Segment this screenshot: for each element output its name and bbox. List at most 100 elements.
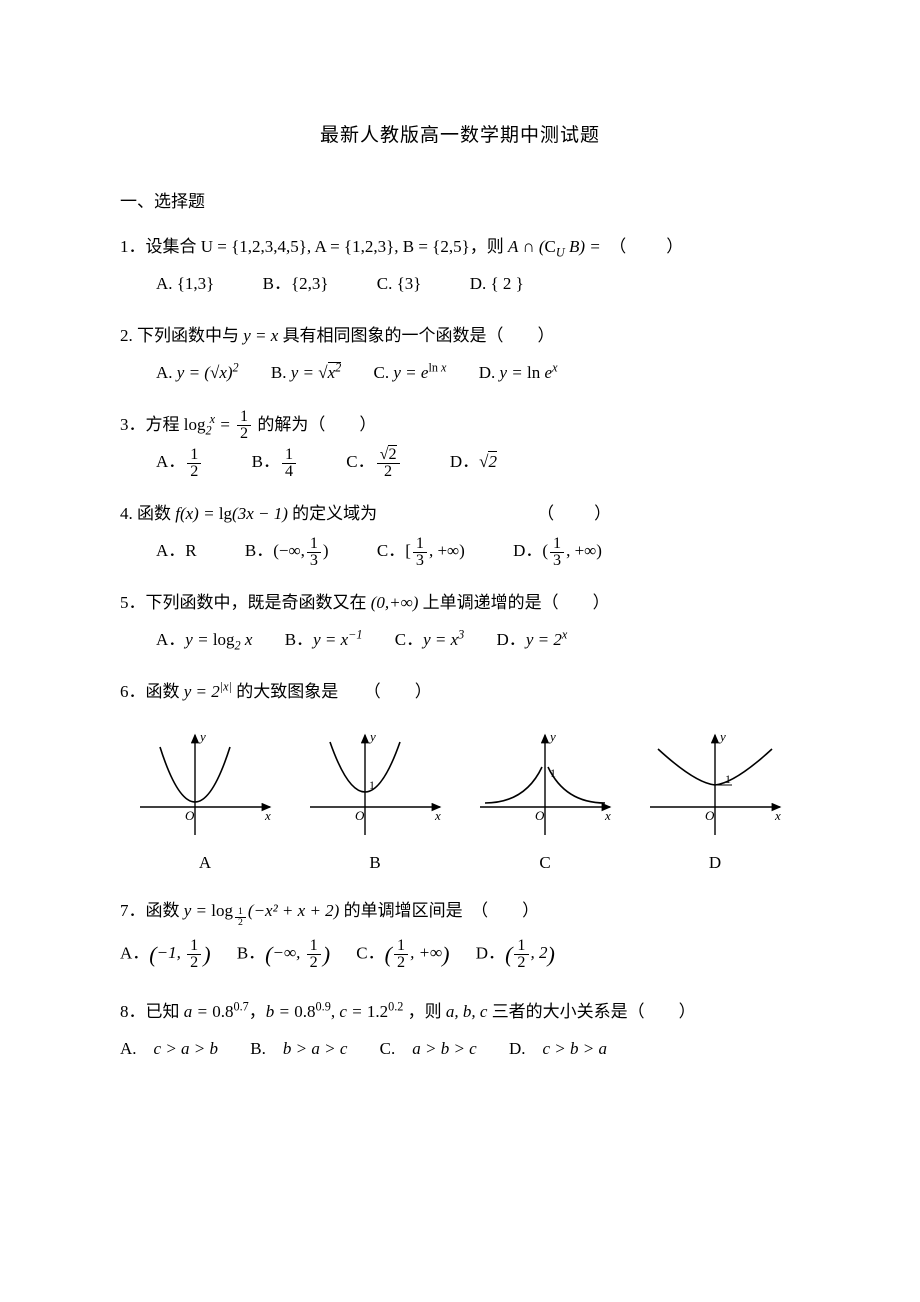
graph-d-icon: y x O 1 bbox=[640, 727, 790, 842]
q7-c-num: 1 bbox=[394, 938, 408, 955]
q7-b-pre: B． bbox=[237, 943, 265, 962]
q4-b-num: 1 bbox=[307, 536, 321, 553]
q6-stem-post: 的大致图象是 （ ） bbox=[232, 682, 432, 701]
q4-opt-a: A．R bbox=[156, 531, 197, 572]
q7-log: log bbox=[211, 901, 233, 920]
q1-stem-post: ，则 bbox=[470, 237, 508, 256]
q1-options: A. {1,3} B．{2,3} C. {3} D. { 2 } bbox=[120, 264, 800, 305]
q1-sets: U = {1,2,3,4,5}, A = {1,2,3}, B = {2,5} bbox=[201, 237, 470, 256]
q7-c-pre: C． bbox=[356, 943, 384, 962]
q3-c-den: 2 bbox=[377, 464, 400, 480]
q5-options: A．y = log2 x B．y = x−1 C．y = x3 D．y = 2x bbox=[120, 620, 800, 661]
svg-text:O: O bbox=[705, 808, 715, 823]
q4-d-den: 3 bbox=[550, 553, 564, 569]
svg-text:1: 1 bbox=[725, 772, 731, 786]
q7-stem-pre: 7．函数 bbox=[120, 901, 184, 920]
q7-a-num: 1 bbox=[187, 938, 201, 955]
q4-b-hi: ) bbox=[323, 541, 329, 560]
q3-a-den: 2 bbox=[187, 464, 201, 480]
q8-pre: 8．已知 bbox=[120, 1002, 184, 1021]
q6-label-c: C bbox=[470, 846, 620, 880]
q5-opt-a: A．y = log2 x bbox=[156, 620, 252, 661]
q7-d-den: 2 bbox=[514, 955, 528, 971]
q7-a-lo: −1 bbox=[157, 943, 177, 962]
q7-b-num: 1 bbox=[307, 938, 321, 955]
q3-log: log bbox=[184, 415, 206, 434]
svg-text:y: y bbox=[198, 729, 206, 744]
q3-options: A．12 B．14 C．√22 D．√2 bbox=[120, 442, 800, 483]
q5-opt-d: D．y = 2x bbox=[497, 620, 568, 661]
q3-eq: log2x = 12 bbox=[184, 415, 253, 434]
q6-figures: y x O A y x O 1 B bbox=[130, 727, 790, 880]
q5-b-pre: B． bbox=[285, 630, 313, 649]
q2-opt-a: A. y = (√x)2 bbox=[156, 353, 239, 394]
q4-d-num: 1 bbox=[550, 536, 564, 553]
q8-opt-b: B. b > a > c bbox=[250, 1029, 347, 1070]
question-3: 3．方程 log2x = 12 的解为（ ） A．12 B．14 C．√22 D… bbox=[120, 408, 800, 484]
q6-func: y = 2|x| bbox=[184, 682, 232, 701]
q3-opt-c: C．√22 bbox=[346, 442, 401, 483]
q3-b-pre: B． bbox=[252, 452, 280, 471]
q3-d-pre: D． bbox=[450, 452, 479, 471]
q3-logarg: x bbox=[210, 412, 215, 426]
svg-text:y: y bbox=[368, 729, 376, 744]
svg-text:x: x bbox=[774, 808, 781, 823]
q7-d-hi: 2 bbox=[539, 943, 548, 962]
q2-opt-d: D. y = ln ex bbox=[479, 353, 558, 394]
q4-options: A．R B．(−∞,13) C．[13, +∞) D．(13, +∞) bbox=[120, 531, 800, 572]
svg-text:x: x bbox=[604, 808, 611, 823]
q2-stem: 2. 下列函数中与 y = x 具有相同图象的一个函数是（ ） bbox=[120, 326, 555, 345]
q5-opt-c: C．y = x3 bbox=[395, 620, 465, 661]
q8-b-exp: 0.9 bbox=[316, 999, 331, 1013]
q3-a-pre: A． bbox=[156, 452, 185, 471]
q2-b-pre: B. bbox=[271, 363, 291, 382]
q1-expr: A ∩ (CU B) = bbox=[508, 237, 601, 256]
graph-c-icon: y x O 1 bbox=[470, 727, 620, 842]
svg-text:O: O bbox=[535, 808, 545, 823]
q4-opt-b: B．(−∞,13) bbox=[245, 531, 329, 572]
q7-d-num: 1 bbox=[514, 938, 528, 955]
q1-paren: （ ） bbox=[618, 237, 686, 256]
q4-b-lo: (−∞, bbox=[273, 541, 305, 560]
q3-c-pre: C． bbox=[346, 452, 374, 471]
q5-c-pre: C． bbox=[395, 630, 423, 649]
q5-opt-b: B．y = x−1 bbox=[285, 620, 363, 661]
q4-opt-d: D．(13, +∞) bbox=[513, 531, 602, 572]
q8-opt-a: A. c > a > b bbox=[120, 1029, 218, 1070]
question-8: 8．已知 a = 0.80.7，b = 0.80.9, c = 1.20.2 ，… bbox=[120, 995, 800, 1070]
graph-b-icon: y x O 1 bbox=[300, 727, 450, 842]
q1-opt-a: A. {1,3} bbox=[156, 264, 214, 305]
q6-fig-a: y x O A bbox=[130, 727, 280, 880]
svg-text:1: 1 bbox=[369, 778, 375, 792]
q7-arg: (−x² + x + 2) bbox=[248, 901, 339, 920]
q1-opt-b: B．{2,3} bbox=[263, 264, 329, 305]
q6-fig-b: y x O 1 B bbox=[300, 727, 450, 880]
q2-opt-b: B. y = √x2 bbox=[271, 353, 341, 394]
question-2: 2. 下列函数中与 y = x 具有相同图象的一个函数是（ ） A. y = (… bbox=[120, 319, 800, 394]
q1-opt-c: C. {3} bbox=[377, 264, 422, 305]
q7-base-den: 2 bbox=[235, 918, 246, 928]
q8-post: ，则 a, b, c 三者的大小关系是（ ） bbox=[403, 1002, 695, 1021]
q4-paren: （ ） bbox=[537, 504, 613, 523]
page-title: 最新人教版高一数学期中测试题 bbox=[120, 120, 800, 147]
q8-opt-c: C. a > b > c bbox=[380, 1029, 477, 1070]
q8-a-exp: 0.7 bbox=[233, 999, 248, 1013]
q6-fig-c: y x O 1 C bbox=[470, 727, 620, 880]
question-6: 6．函数 y = 2|x| 的大致图象是 （ ） y x O A bbox=[120, 675, 800, 880]
q6-stem-pre: 6．函数 bbox=[120, 682, 184, 701]
svg-text:y: y bbox=[548, 729, 556, 744]
q3-opt-a: A．12 bbox=[156, 442, 203, 483]
q4-d-hi: , +∞) bbox=[566, 541, 602, 560]
q7-stem-mid: 的单调增区间是 （ ） bbox=[339, 901, 539, 920]
svg-text:y: y bbox=[718, 729, 726, 744]
q2-a-pre: A. bbox=[156, 363, 177, 382]
q8-opt-d: D. c > b > a bbox=[509, 1029, 607, 1070]
svg-text:1: 1 bbox=[550, 766, 556, 780]
q3-c-num: √2 bbox=[377, 447, 400, 464]
q6-label-b: B bbox=[300, 846, 450, 880]
q8-c-exp: 0.2 bbox=[388, 999, 403, 1013]
svg-text:O: O bbox=[355, 808, 365, 823]
q3-b-num: 1 bbox=[282, 447, 296, 464]
q3-a-num: 1 bbox=[187, 447, 201, 464]
q7-func: y = log12(−x² + x + 2) bbox=[184, 901, 340, 920]
